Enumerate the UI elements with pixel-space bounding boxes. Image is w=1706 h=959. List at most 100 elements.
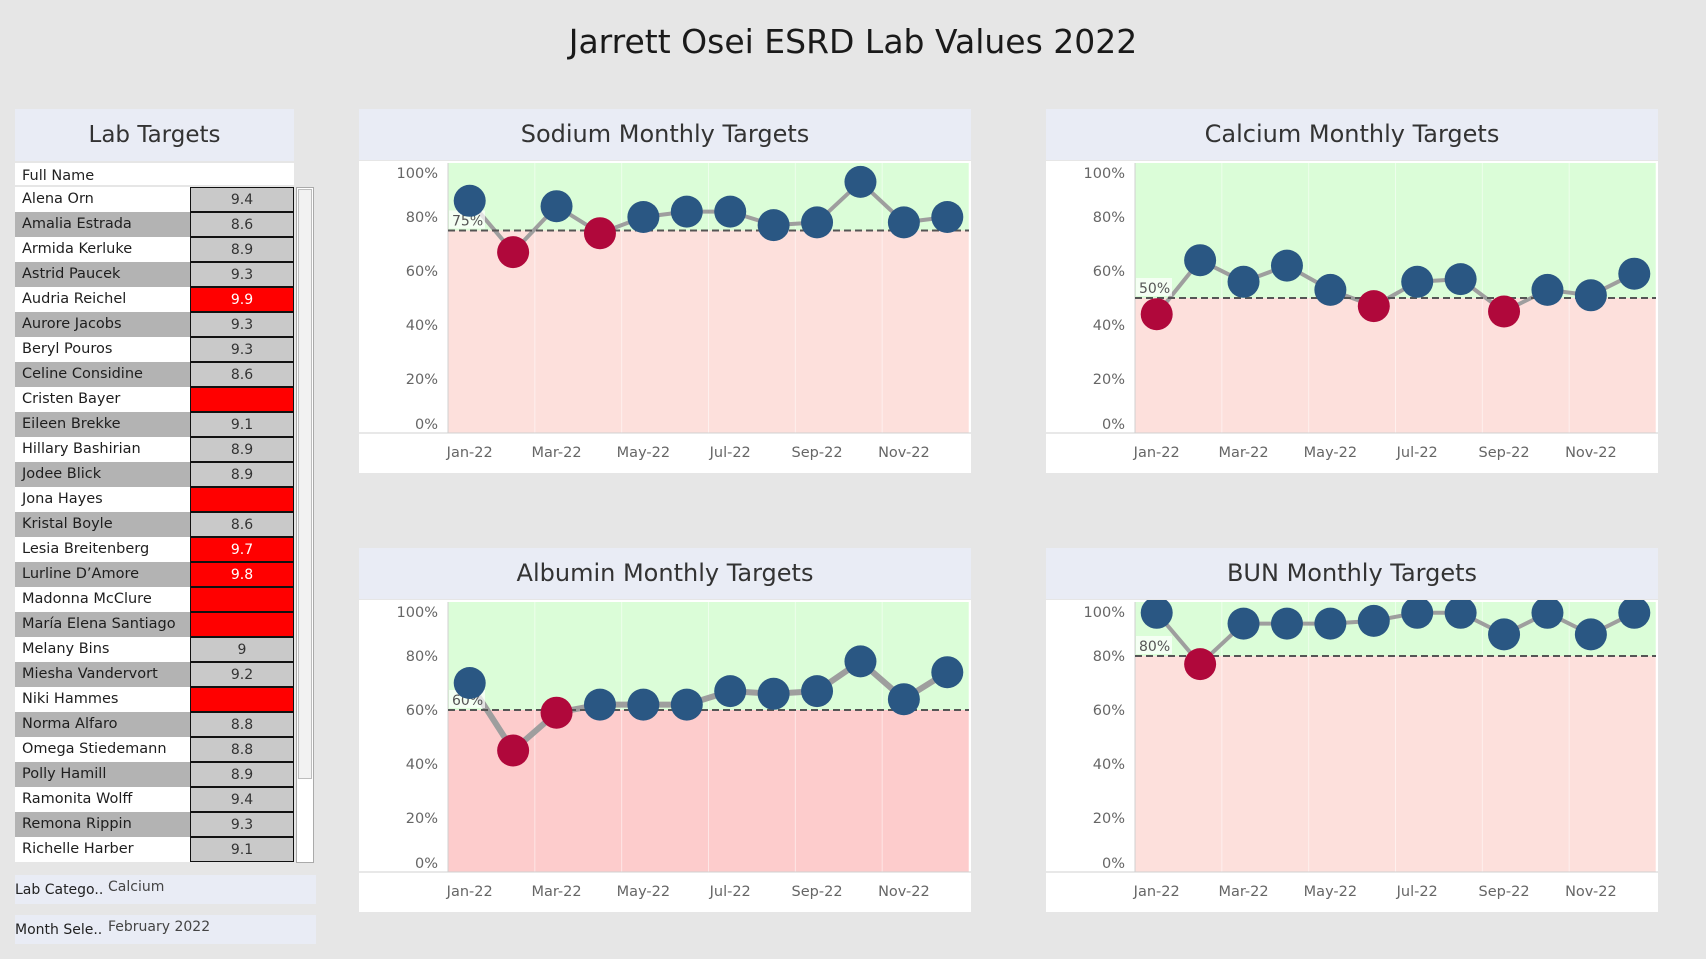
data-point <box>627 688 660 721</box>
patient-name: Richelle Harber <box>15 837 190 862</box>
lab-value-cell: 9.3 <box>190 812 294 837</box>
table-row[interactable]: Remona Rippin 9.3 <box>15 812 294 837</box>
table-row[interactable]: Jodee Blick 8.9 <box>15 462 294 487</box>
target-label: 80% <box>1139 639 1170 655</box>
table-row[interactable]: Aurore Jacobs 9.3 <box>15 312 294 337</box>
x-tick-label: Nov-22 <box>1565 884 1617 900</box>
table-row[interactable]: Polly Hamill 8.9 <box>15 762 294 787</box>
lab-value-cell: 8.6 <box>190 212 294 237</box>
lab-category-label: Lab Catego.. <box>15 882 104 898</box>
month-select-filter[interactable]: Month Sele.. February 2022 <box>15 915 316 944</box>
table-row[interactable]: María Elena Santiago <box>15 612 294 637</box>
x-tick-label: Mar-22 <box>531 445 581 461</box>
table-row[interactable]: Omega Stiedemann 8.8 <box>15 737 294 762</box>
table-row[interactable]: Kristal Boyle 8.6 <box>15 512 294 537</box>
table-row[interactable]: Astrid Paucek 9.3 <box>15 262 294 287</box>
data-point <box>1314 273 1347 306</box>
calcium-chart-plot: 0% 20% 40% 60% 80% 100% Jan-22 Mar-22 May-22 Jul-… <box>1046 161 1658 473</box>
x-tick-label: Mar-22 <box>1218 884 1268 900</box>
albumin-chart-plot: 0% 20% 40% 60% 80% 100% Jan-22 Mar-22 May-22 Jul-… <box>359 600 971 912</box>
table-row[interactable]: Eileen Brekke 9.1 <box>15 412 294 437</box>
bun-chart: BUN Monthly Targets 0% 20% 40% 60% 80% 100% Ja… <box>1046 548 1658 912</box>
lab-targets-scrollbar[interactable] <box>296 187 314 863</box>
month-select-label: Month Sele.. <box>15 922 103 938</box>
y-tick-label: 60% <box>406 703 438 719</box>
x-tick-label: Jan-22 <box>446 445 493 461</box>
table-row[interactable]: Richelle Harber 9.1 <box>15 837 294 862</box>
lab-value-cell: 9.8 <box>190 562 294 587</box>
lab-value-cell: 8.6 <box>190 512 294 537</box>
lab-value-cell <box>190 487 294 512</box>
data-point <box>1444 600 1477 629</box>
table-row[interactable]: Lurline D’Amore 9.8 <box>15 562 294 587</box>
data-point <box>1618 600 1651 629</box>
data-point <box>497 236 530 269</box>
data-point <box>1270 249 1303 282</box>
data-point <box>1184 244 1217 277</box>
data-point <box>757 209 790 242</box>
x-tick-label: Mar-22 <box>531 884 581 900</box>
data-point <box>1444 263 1477 296</box>
data-point <box>757 677 790 710</box>
target-label: 75% <box>452 214 483 230</box>
table-row[interactable]: Beryl Pouros 9.3 <box>15 337 294 362</box>
albumin-chart-title: Albumin Monthly Targets <box>359 548 971 599</box>
lab-value-cell: 9.3 <box>190 337 294 362</box>
table-row[interactable]: Niki Hammes <box>15 687 294 712</box>
data-point <box>1357 290 1390 323</box>
data-point <box>844 645 877 678</box>
table-row[interactable]: Celine Considine 8.6 <box>15 362 294 387</box>
table-row[interactable]: Miesha Vandervort 9.2 <box>15 662 294 687</box>
patient-name: Norma Alfaro <box>15 712 190 737</box>
table-row[interactable]: Audria Reichel 9.9 <box>15 287 294 312</box>
month-select-value[interactable]: February 2022 <box>108 919 211 935</box>
table-row[interactable]: Cristen Bayer <box>15 387 294 412</box>
y-tick-label: 40% <box>406 757 438 773</box>
table-row[interactable]: Alena Orn 9.4 <box>15 187 294 212</box>
data-point <box>887 683 920 716</box>
sodium-chart-title: Sodium Monthly Targets <box>359 109 971 160</box>
data-point <box>1618 257 1651 290</box>
patient-name: Madonna McClure <box>15 587 190 612</box>
table-row[interactable]: Ramonita Wolff 9.4 <box>15 787 294 812</box>
y-tick-label: 0% <box>415 417 438 433</box>
patient-name: Remona Rippin <box>15 812 190 837</box>
table-row[interactable]: Lesia Breitenberg 9.7 <box>15 537 294 562</box>
table-row[interactable]: Madonna McClure <box>15 587 294 612</box>
x-tick-label: Sep-22 <box>792 884 843 900</box>
y-tick-label: 100% <box>397 605 438 621</box>
data-point <box>1401 600 1434 629</box>
data-point <box>1531 273 1564 306</box>
data-point <box>887 206 920 239</box>
table-row[interactable]: Amalia Estrada 8.6 <box>15 212 294 237</box>
lab-value-cell: 9.1 <box>190 837 294 862</box>
lab-category-value[interactable]: Calcium <box>108 879 165 895</box>
patient-name: Melany Bins <box>15 637 190 662</box>
data-point <box>1184 648 1217 681</box>
data-point <box>801 206 834 239</box>
table-row[interactable]: Armida Kerluke 8.9 <box>15 237 294 262</box>
x-tick-label: Jan-22 <box>446 884 493 900</box>
patient-name: Niki Hammes <box>15 687 190 712</box>
lab-value-cell <box>190 612 294 637</box>
patient-name: Beryl Pouros <box>15 337 190 362</box>
data-point <box>1488 618 1521 651</box>
lab-value-cell: 8.8 <box>190 737 294 762</box>
table-row[interactable]: Jona Hayes <box>15 487 294 512</box>
data-point <box>1314 607 1347 640</box>
patient-name: Ramonita Wolff <box>15 787 190 812</box>
lab-value-cell: 8.8 <box>190 712 294 737</box>
table-row[interactable]: Norma Alfaro 8.8 <box>15 712 294 737</box>
data-point <box>931 656 964 689</box>
table-row[interactable]: Melany Bins 9 <box>15 637 294 662</box>
y-tick-label: 80% <box>1093 649 1125 665</box>
lab-targets-table: Alena Orn 9.4 Amalia Estrada 8.6 Armida Kerl… <box>15 187 294 862</box>
data-point <box>583 688 616 721</box>
table-row[interactable]: Hillary Bashirian 8.9 <box>15 437 294 462</box>
data-point <box>714 195 747 228</box>
patient-name: Hillary Bashirian <box>15 437 190 462</box>
lab-category-filter[interactable]: Lab Catego.. Calcium <box>15 875 316 904</box>
scrollbar-thumb[interactable] <box>298 189 312 779</box>
x-tick-label: Mar-22 <box>1218 445 1268 461</box>
sodium-chart: Sodium Monthly Targets 0% 20% 40% 60% 80% 100… <box>359 109 971 473</box>
